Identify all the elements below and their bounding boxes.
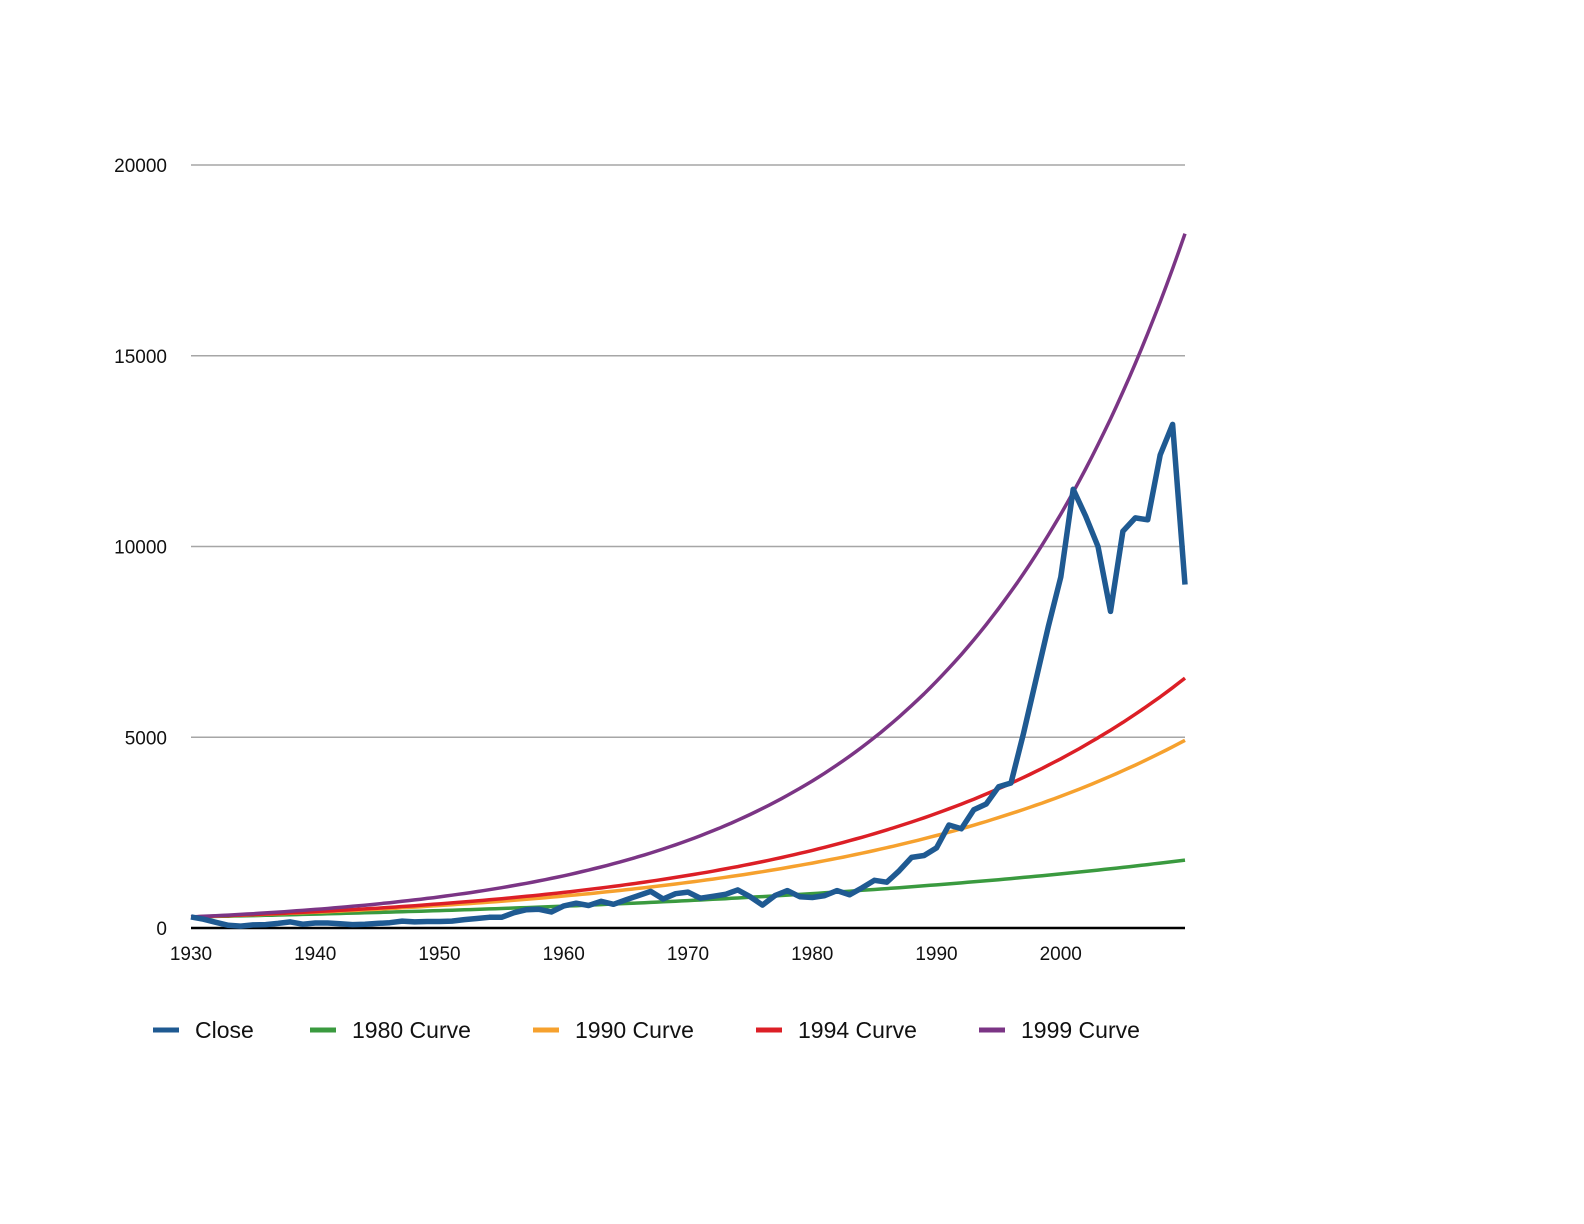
legend-label: Close [195,1017,254,1043]
series-line-1980-curve [190,858,1186,919]
y-tick-label: 20000 [114,156,167,177]
series-line-1994-curve [190,676,1187,919]
series-line-close [190,421,1188,929]
x-tick-label: 2000 [1040,944,1082,965]
x-tick-label: 1940 [294,944,336,965]
x-tick-label: 1960 [543,944,585,965]
legend-item-1990-curve: 1990 Curve [533,1017,694,1043]
series-line-1999-curve [190,233,1187,919]
y-axis-tick-labels: 0 5000 10000 15000 20000 [114,156,167,940]
legend: Close 1980 Curve 1990 Curve 1994 Curve 1999 … [153,1017,1140,1043]
legend-label: 1999 Curve [1021,1017,1140,1043]
legend-label: 1994 Curve [798,1017,917,1043]
y-tick-label: 0 [156,919,167,940]
x-tick-label: 1990 [915,944,957,965]
gridlines [191,164,1185,738]
x-tick-label: 1950 [418,944,460,965]
series-lines [190,233,1188,929]
legend-item-close: Close [153,1017,254,1043]
x-axis-tick-labels: 1930 1940 1950 1960 1970 1980 1990 2000 [170,944,1082,965]
legend-item-1999-curve: 1999 Curve [979,1017,1140,1043]
x-tick-label: 1930 [170,944,212,965]
x-tick-label: 1980 [791,944,833,965]
y-tick-label: 15000 [114,347,167,368]
legend-label: 1980 Curve [352,1017,471,1043]
x-tick-label: 1970 [667,944,709,965]
y-tick-label: 10000 [114,538,167,559]
legend-label: 1990 Curve [575,1017,694,1043]
legend-item-1980-curve: 1980 Curve [310,1017,471,1043]
legend-item-1994-curve: 1994 Curve [756,1017,917,1043]
y-tick-label: 5000 [125,728,167,749]
